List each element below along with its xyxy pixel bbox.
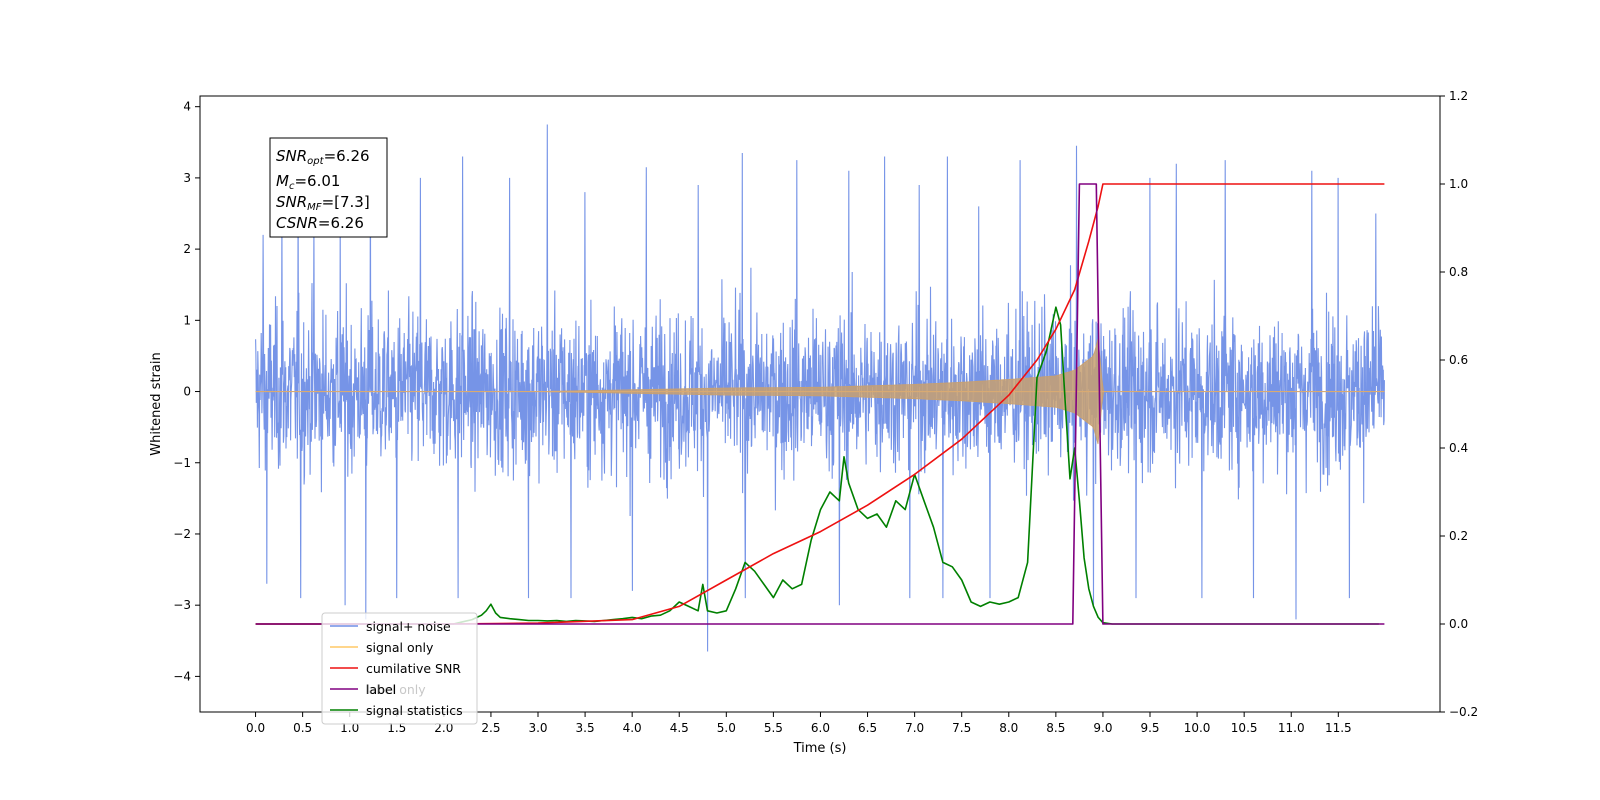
- y-right-tick-label-6: 1.0: [1449, 177, 1468, 191]
- y-right-tick-label-5: 0.8: [1449, 265, 1468, 279]
- y-left-tick-label-5: 1: [183, 313, 191, 327]
- legend-label-signal-statistics: signal statistics: [366, 703, 463, 718]
- x-tick-label-20: 10.0: [1184, 721, 1211, 735]
- x-tick-label-8: 4.0: [623, 721, 642, 735]
- y-right-tick-label-4: 0.6: [1449, 353, 1468, 367]
- x-tick-label-15: 7.5: [952, 721, 971, 735]
- x-tick-label-19: 9.5: [1140, 721, 1159, 735]
- x-tick-label-22: 11.0: [1278, 721, 1305, 735]
- legend-frame: [321, 612, 478, 725]
- x-tick-label-21: 10.5: [1231, 721, 1258, 735]
- legend-hidden-text: label only: [365, 682, 426, 697]
- y-left-tick-label-4: 0: [183, 385, 191, 399]
- x-tick-label-17: 8.5: [1046, 721, 1065, 735]
- y-right-tick-label-3: 0.4: [1449, 441, 1468, 455]
- x-tick-label-9: 4.5: [670, 721, 689, 735]
- x-axis-label: Time (s): [793, 741, 847, 756]
- y-right-tick-label-7: 1.2: [1449, 89, 1468, 103]
- x-tick-label-6: 3.0: [528, 721, 547, 735]
- x-tick-label-1: 0.5: [293, 721, 312, 735]
- x-tick-label-11: 5.5: [764, 721, 783, 735]
- info-line-csnr: CSNR=6.26: [276, 214, 364, 232]
- y-left-tick-label-0: −4: [173, 669, 191, 683]
- x-tick-label-14: 7.0: [905, 721, 924, 735]
- y-left-tick-label-8: 4: [183, 100, 191, 114]
- y-axis-label-left: Whitened strain: [149, 352, 164, 455]
- y-right-tick-label-2: 0.2: [1449, 529, 1468, 543]
- x-tick-label-13: 6.5: [858, 721, 877, 735]
- info-box: SNRopt=6.26 Mc=6.01 SNRMF=[7.3] CSNR=6.2…: [269, 137, 388, 238]
- x-tick-label-23: 11.5: [1325, 721, 1352, 735]
- legend: label only signal+ noise signal only cum…: [321, 612, 478, 725]
- info-box-frame: [269, 137, 388, 238]
- info-line-snr-mf: SNRMF=[7.3]: [276, 193, 370, 213]
- series-layer: [255, 124, 1385, 652]
- series-signal-statistics: [255, 306, 1379, 625]
- x-tick-label-16: 8.0: [999, 721, 1018, 735]
- legend-label-label: label: [366, 682, 396, 697]
- x-tick-label-10: 5.0: [717, 721, 736, 735]
- x-tick-label-7: 3.5: [576, 721, 595, 735]
- legend-label-cumulative-snr: cumilative SNR: [366, 661, 461, 676]
- x-tick-label-18: 9.0: [1093, 721, 1112, 735]
- series-label: [255, 183, 1385, 625]
- y-left-tick-label-6: 2: [183, 242, 191, 256]
- y-right-tick-label-1: 0.0: [1449, 617, 1468, 631]
- y-left-tick-label-2: −2: [173, 527, 191, 541]
- x-tick-label-5: 2.5: [481, 721, 500, 735]
- series-cumulative-snr: [255, 183, 1385, 625]
- y-left-tick-label-7: 3: [183, 171, 191, 185]
- info-line-snr-opt: SNRopt=6.26: [276, 147, 370, 167]
- info-line-mc: Mc=6.01: [276, 172, 340, 192]
- legend-label-signal-noise: signal+ noise: [366, 619, 451, 634]
- y-right-tick-label-0: −0.2: [1449, 705, 1478, 719]
- x-tick-label-0: 0.0: [246, 721, 265, 735]
- y-left-tick-label-3: −1: [173, 456, 191, 470]
- legend-label-signal-only: signal only: [366, 640, 434, 655]
- y-left-tick-label-1: −3: [173, 598, 191, 612]
- x-tick-label-12: 6.0: [811, 721, 830, 735]
